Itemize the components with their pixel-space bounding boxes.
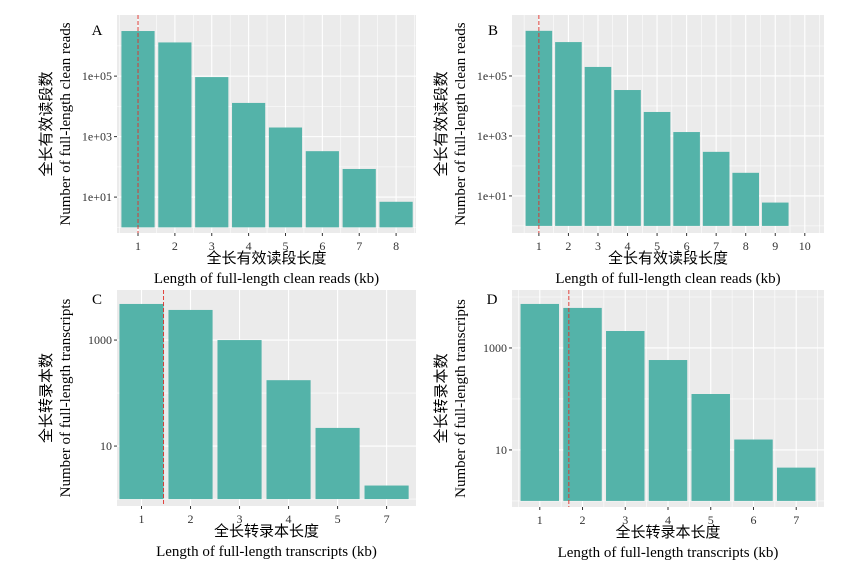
y-tick-label: 1000 <box>88 333 112 347</box>
y-axis-title-zh: 全长转录本数 <box>37 353 55 443</box>
bar <box>217 340 262 500</box>
y-tick-label: 1e+01 <box>82 190 112 204</box>
bar <box>648 360 688 501</box>
y-tick-label: 10 <box>495 443 507 457</box>
panel-label: C <box>92 292 102 308</box>
x-axis-title-zh: 全长转录本长度 <box>615 523 720 541</box>
x-tick-label: 1 <box>537 513 543 527</box>
bar <box>643 111 671 226</box>
x-tick-label: 7 <box>356 239 362 253</box>
x-tick-label: 4 <box>246 239 252 253</box>
x-axis-title-zh: 全长转录本长度 <box>214 522 319 540</box>
x-tick-label: 3 <box>595 239 601 253</box>
y-tick-label: 10 <box>100 439 112 453</box>
x-tick-label: 8 <box>743 239 749 253</box>
x-tick-label: 1 <box>536 239 542 253</box>
bar <box>342 168 376 228</box>
bar <box>520 303 560 501</box>
y-axis-title-zh: 全长有效读段数 <box>432 71 450 176</box>
bar <box>266 380 311 500</box>
x-tick-label: 4 <box>286 512 292 526</box>
x-tick-label: 1 <box>139 512 145 526</box>
bar <box>555 42 582 226</box>
x-tick-label: 6 <box>750 513 756 527</box>
bar <box>702 151 730 226</box>
y-tick-label: 1e+05 <box>82 69 112 83</box>
bar <box>606 331 645 501</box>
panel-d: 10 1000 1 2 3 4 5 6 7 全长转录本数 Number of full-length… <box>432 290 824 561</box>
panel-label: B <box>488 23 498 39</box>
bar <box>305 151 339 228</box>
bar <box>158 42 192 228</box>
x-tick-label: 10 <box>799 239 811 253</box>
bar <box>776 467 816 501</box>
x-axis-title-en: Length of full-length transcripts (kb) <box>156 544 377 560</box>
bar <box>732 172 759 226</box>
bar <box>691 394 730 501</box>
x-tick-label: 8 <box>393 239 399 253</box>
x-tick-label: 6 <box>684 239 690 253</box>
x-tick-label: 4 <box>625 239 631 253</box>
bar <box>168 309 213 500</box>
x-tick-label: 2 <box>565 239 571 253</box>
x-tick-label: 3 <box>237 512 243 526</box>
x-tick-label: 5 <box>335 512 341 526</box>
y-tick-label: 1e+03 <box>477 129 507 143</box>
panel-label: A <box>92 23 103 39</box>
y-tick-label: 1e+01 <box>477 189 507 203</box>
panel-a: 1e+01 1e+03 1e+05 1 2 3 4 5 6 7 8 全长有效读段数 Number of … <box>37 15 416 287</box>
bar <box>761 202 789 226</box>
bar <box>379 201 413 228</box>
bar <box>673 132 700 226</box>
x-tick-label: 1 <box>135 239 141 253</box>
bar <box>268 127 303 228</box>
y-axis-title-en: Number of full-length transcripts <box>453 299 469 498</box>
panel-b: 1e+01 1e+03 1e+05 1 2 3 4 5 6 7 8 9 10 全长有效读段数 Number … <box>432 15 824 287</box>
bar <box>614 90 641 226</box>
x-tick-label: 5 <box>654 239 660 253</box>
x-tick-label: 2 <box>188 512 194 526</box>
panel-label: D <box>487 292 498 308</box>
bar <box>195 77 229 228</box>
bar <box>315 427 360 500</box>
bar <box>364 485 409 500</box>
x-axis-title-en: Length of full-length clean reads (kb) <box>555 271 780 287</box>
bar <box>563 307 602 501</box>
bar <box>232 102 266 228</box>
x-tick-label: 6 <box>319 239 325 253</box>
bar <box>584 66 612 226</box>
y-axis-title-en: Number of full-length clean reads <box>58 22 74 225</box>
y-axis-title-en: Number of full-length transcripts <box>58 298 74 497</box>
panel-c: 10 1000 1 2 3 4 5 7 全长转录本数 Number of full-length … <box>37 290 416 560</box>
x-tick-label: 7 <box>384 512 390 526</box>
x-tick-label: 3 <box>622 513 628 527</box>
y-axis-title-zh: 全长有效读段数 <box>37 71 55 176</box>
y-axis-title-zh: 全长转录本数 <box>432 353 450 443</box>
x-tick-label: 2 <box>172 239 178 253</box>
x-axis-title-zh: 全长有效读段长度 <box>206 249 326 267</box>
y-tick-label: 1e+05 <box>477 69 507 83</box>
x-tick-label: 4 <box>665 513 671 527</box>
x-tick-label: 3 <box>209 239 215 253</box>
x-axis-title-zh: 全长有效读段长度 <box>608 249 728 267</box>
bar <box>734 439 773 501</box>
x-tick-label: 5 <box>282 239 288 253</box>
bar <box>119 303 164 500</box>
y-axis-title-en: Number of full-length clean reads <box>453 22 469 225</box>
x-tick-label: 5 <box>708 513 714 527</box>
x-tick-label: 7 <box>793 513 799 527</box>
y-tick-label: 1e+03 <box>82 130 112 144</box>
x-tick-label: 7 <box>713 239 719 253</box>
x-tick-label: 9 <box>772 239 778 253</box>
x-axis-title-en: Length of full-length clean reads (kb) <box>154 271 379 287</box>
x-axis-title-en: Length of full-length transcripts (kb) <box>558 545 779 561</box>
x-tick-label: 2 <box>580 513 586 527</box>
y-tick-label: 1000 <box>483 341 507 355</box>
